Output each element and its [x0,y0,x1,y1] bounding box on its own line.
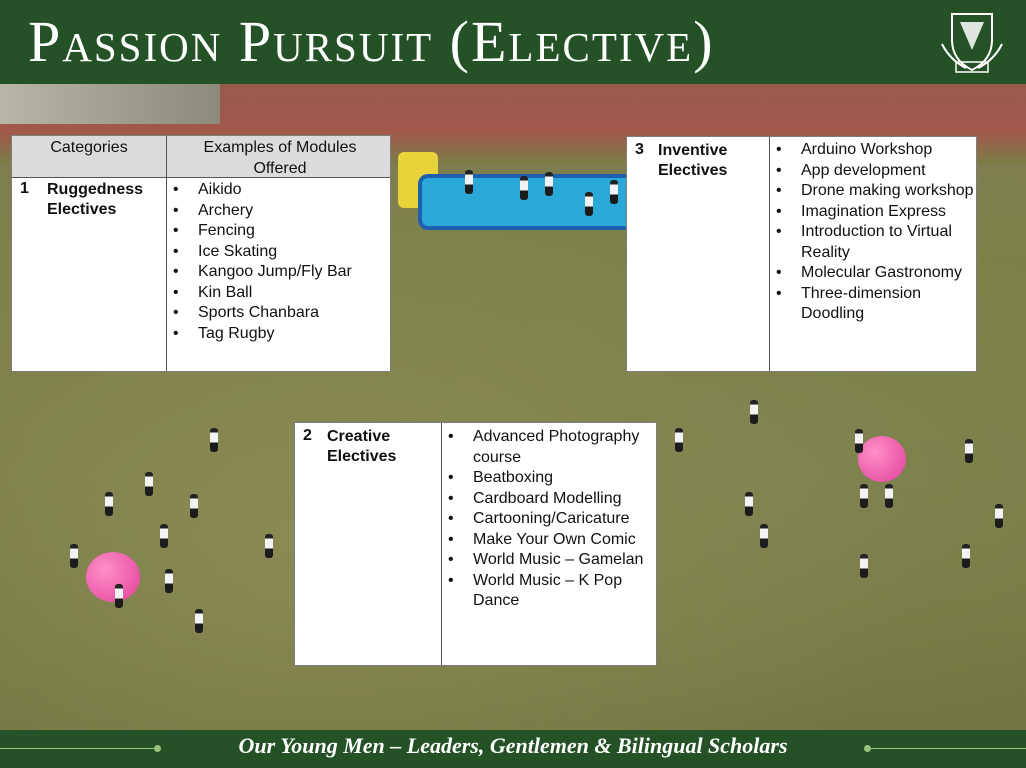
student [165,569,173,593]
elective-table-ruggedness: Categories Examples of Modules Offered 1… [11,135,391,372]
category-number: 3 [635,141,644,158]
student [195,609,203,633]
list-item: Kin Ball [168,283,388,304]
category-number: 1 [20,180,29,197]
header-modules: Examples of Modules Offered [203,139,357,177]
student [750,400,758,424]
buildings [0,84,220,124]
student [115,584,123,608]
student [105,492,113,516]
student [885,484,893,508]
list-item: Sports Chanbara [168,303,388,324]
list-item: Drone making workshop [771,181,974,202]
school-motto: Our Young Men – Leaders, Gentlemen & Bil… [238,733,788,758]
footer-bar: Our Young Men – Leaders, Gentlemen & Bil… [0,730,1026,768]
column-divider [769,137,770,371]
student [190,494,198,518]
table-header-row: Categories Examples of Modules Offered [12,136,390,178]
pink-ball [858,436,906,482]
student [160,524,168,548]
elective-table-inventive: 3 Inventive Electives Arduino Workshop A… [626,136,977,372]
slide-title: Passion Pursuit (Elective) [28,9,715,74]
student [145,472,153,496]
category-number: 2 [303,427,312,444]
student [745,492,753,516]
footer-dot-right [864,745,871,752]
list-item: Three-dimension Doodling [771,284,974,325]
student [545,172,553,196]
module-list: Advanced Photography course Beatboxing C… [443,427,654,612]
column-divider [441,423,442,665]
list-item: World Music – K Pop Dance [443,571,654,612]
footer-rule-left [0,748,158,749]
elective-table-creative: 2 Creative Electives Advanced Photograph… [294,422,657,666]
student [265,534,273,558]
module-list: Arduino Workshop App development Drone m… [771,140,974,325]
pink-ball [86,552,140,602]
student [855,429,863,453]
student [465,170,473,194]
list-item: Cartooning/Caricature [443,509,654,530]
student [760,524,768,548]
list-item: Arduino Workshop [771,140,974,161]
school-crest-icon [941,13,1003,73]
list-item: Introduction to Virtual Reality [771,222,974,263]
list-item: Archery [168,201,388,222]
list-item: Beatboxing [443,468,654,489]
student [70,544,78,568]
student [995,504,1003,528]
student [585,192,593,216]
list-item: Advanced Photography course [443,427,654,468]
student [860,554,868,578]
list-item: Kangoo Jump/Fly Bar [168,262,388,283]
category-name: Ruggedness Electives [47,181,144,218]
student [210,428,218,452]
module-list: Aikido Archery Fencing Ice Skating Kango… [168,180,388,344]
student [610,180,618,204]
title-bar: Passion Pursuit (Elective) [0,0,1026,84]
list-item: World Music – Gamelan [443,550,654,571]
category-name: Inventive Electives [658,142,728,179]
list-item: Make Your Own Comic [443,530,654,551]
list-item: Imagination Express [771,202,974,223]
student [675,428,683,452]
column-divider [166,136,167,371]
footer-rule-right [868,748,1026,749]
list-item: App development [771,161,974,182]
student [520,176,528,200]
list-item: Molecular Gastronomy [771,263,974,284]
list-item: Aikido [168,180,388,201]
header-categories: Categories [50,139,128,156]
student [965,439,973,463]
category-name: Creative Electives [327,428,397,465]
student [860,484,868,508]
student [962,544,970,568]
footer-dot-left [154,745,161,752]
list-item: Ice Skating [168,242,388,263]
list-item: Tag Rugby [168,324,388,345]
list-item: Fencing [168,221,388,242]
list-item: Cardboard Modelling [443,489,654,510]
